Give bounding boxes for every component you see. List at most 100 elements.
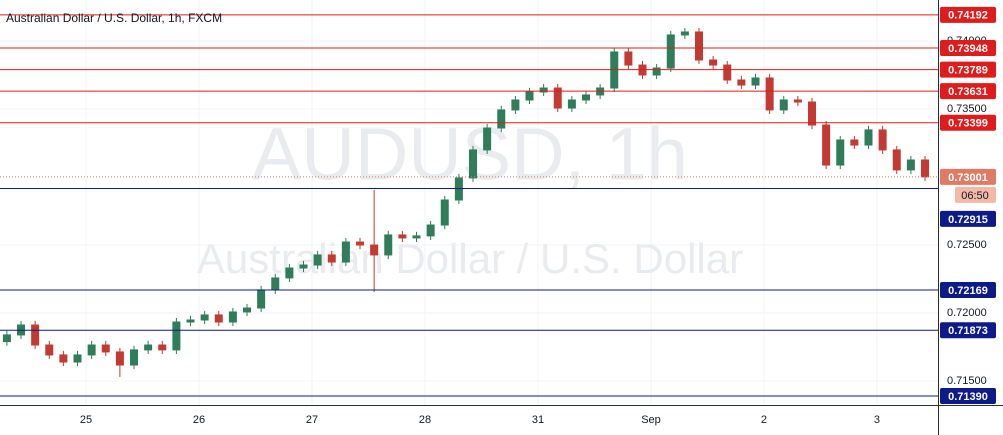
price-tag [940,282,996,299]
price-tag-label: 0.73001 [948,172,988,184]
candle-body [567,99,576,109]
candle-body [765,77,774,111]
candle-body [2,334,11,343]
candle-body [158,344,167,351]
candle-body [370,244,379,256]
x-tick-label: 27 [306,414,318,426]
countdown-tag [955,186,996,203]
price-tag-label: 0.71390 [948,391,988,403]
price-tag [940,322,996,339]
price-tag [940,61,996,78]
candle-body [87,344,96,356]
candle-body [892,149,901,171]
x-tick-label: 26 [193,414,205,426]
candle-body [779,99,788,111]
candle-body [483,127,492,151]
price-tag [940,114,996,131]
candle-body [172,321,181,351]
candle-body [723,64,732,81]
candle-body [836,139,845,166]
x-tick-label: 28 [419,414,431,426]
candle-body [624,51,633,66]
candle-body [101,344,110,353]
price-tag [940,83,996,100]
price-tag [940,168,996,185]
candle-body [144,344,153,351]
x-tick-label: 3 [874,414,880,426]
candle-body [115,351,124,366]
price-tag-label: 0.73399 [948,118,988,130]
x-tick-label: Sep [641,414,661,426]
y-tick-label: 0.73500 [947,103,987,115]
candle-body [31,324,40,346]
candle-body [822,124,831,166]
candle-body [666,34,675,69]
candle-body [695,31,704,61]
candle-body [793,99,802,103]
price-tag [940,40,996,57]
candle-body [469,149,478,179]
candle-body [398,234,407,239]
candle-body [582,94,591,101]
x-tick-label: 2 [761,414,767,426]
price-tag [940,210,996,227]
y-tick-label: 0.72000 [947,307,987,319]
candle-body [497,109,506,129]
candle-body [59,354,68,363]
axes: 2526272831Sep230.740000.735000.725000.72… [80,6,996,426]
candle-body [906,159,915,171]
candle-body [327,254,336,263]
candle-body [525,91,534,101]
candle-body [271,277,280,291]
plot [0,14,938,397]
x-tick-label: 25 [80,414,92,426]
candle-body [228,311,237,323]
candle-body [737,79,746,86]
candle-body [709,59,718,66]
price-tag [940,6,996,23]
candle-body [313,254,322,266]
candle-body [426,224,435,237]
candle-body [864,129,873,146]
candle-body [808,101,817,126]
candle-body [130,349,139,366]
candle-body [412,235,421,239]
candle-body [299,264,308,269]
x-tick-label: 31 [532,414,544,426]
y-tick-label: 0.72500 [947,239,987,251]
price-tag-label: 0.72915 [948,214,988,226]
candle-body [214,314,223,323]
candle-body [73,354,82,363]
candle-body [200,314,209,321]
candle-body [539,87,548,93]
candle-body [652,67,661,76]
candle-body [186,319,195,323]
candle-body [257,289,266,309]
candle-body [341,241,350,263]
candle-body [878,129,887,151]
candle-body [553,87,562,109]
price-tag-label: 0.73631 [948,86,988,98]
price-tag-label: 0.74192 [948,10,988,22]
price-tag-label: 0.73948 [948,43,988,55]
candle-body [45,344,54,356]
countdown-label: 06:50 [961,190,989,202]
candle-body [440,199,449,226]
candle-body [921,159,930,178]
candle-body [356,241,365,246]
chart-title: Australian Dollar / U.S. Dollar, 1h, FXC… [6,11,222,25]
price-tag [940,388,996,405]
price-tag-label: 0.73789 [948,65,988,77]
candle-body [285,267,294,279]
y-tick-label: 0.71500 [947,375,987,387]
watermark-subtitle: Australian Dollar / U.S. Dollar [197,235,743,282]
candle-body [511,99,520,111]
price-tag-label: 0.72169 [948,285,988,297]
candle-body [680,31,689,36]
candle-body [243,307,252,313]
price-tag-label: 0.71873 [948,325,988,337]
candle-body [384,234,393,256]
candle-body [751,77,760,86]
